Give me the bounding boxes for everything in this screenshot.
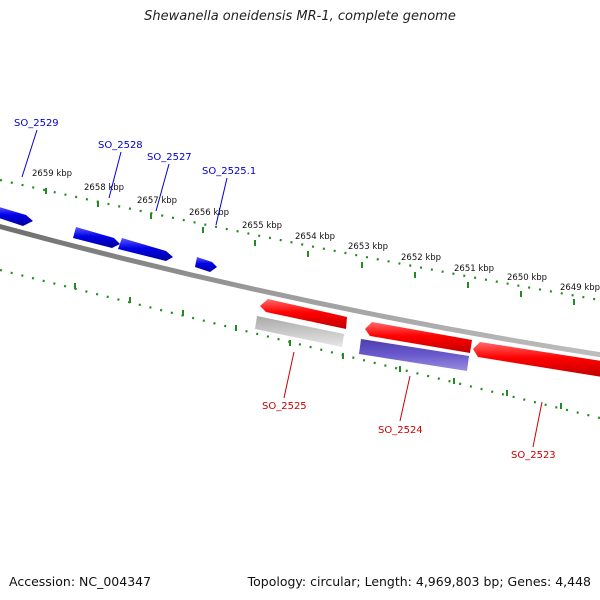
kbp-label: 2652 kbp — [401, 253, 441, 263]
genome-backbone — [0, 223, 600, 358]
kbp-label: 2658 kbp — [84, 183, 124, 193]
outer-major-ticks — [45, 188, 575, 305]
inner-ruler — [0, 268, 600, 420]
gene-arrow-so-2529[interactable] — [0, 206, 33, 226]
purple-feature[interactable] — [359, 339, 469, 371]
gene-label-so-2529[interactable]: SO_2529 — [14, 118, 59, 129]
outer-ruler — [0, 178, 600, 302]
gene-arrow-so-2524[interactable] — [365, 322, 472, 353]
label-leader — [399, 375, 411, 422]
gene-arrow-so-2523[interactable] — [473, 342, 600, 377]
kbp-label: 2659 kbp — [32, 169, 72, 179]
kbp-label: 2655 kbp — [242, 221, 282, 231]
gene-arrow-so-2525-1[interactable] — [195, 257, 217, 272]
gene-label-so-2525-1[interactable]: SO_2525.1 — [202, 166, 256, 177]
gray-feature[interactable] — [255, 316, 344, 347]
gene-label-so-2528[interactable]: SO_2528 — [98, 140, 143, 151]
label-leader — [21, 129, 38, 178]
gene-label-so-2523[interactable]: SO_2523 — [511, 450, 556, 461]
label-leader — [532, 401, 543, 448]
label-leader — [215, 177, 228, 226]
kbp-label: 2657 kbp — [137, 196, 177, 206]
label-leader — [155, 163, 170, 212]
kbp-label: 2651 kbp — [454, 264, 494, 274]
kbp-label: 2653 kbp — [348, 242, 388, 252]
gene-label-so-2527[interactable]: SO_2527 — [147, 152, 192, 163]
summary-text: Topology: circular; Length: 4,969,803 bp… — [247, 574, 591, 589]
kbp-label: 2654 kbp — [295, 232, 335, 242]
forward-genes — [0, 206, 217, 272]
kbp-label: 2650 kbp — [507, 273, 547, 283]
kbp-label: 2649 kbp — [560, 283, 600, 293]
accession-text: Accession: NC_004347 — [9, 574, 152, 589]
inner-major-ticks — [74, 283, 562, 409]
map-title: Shewanella oneidensis MR-1, complete gen… — [144, 9, 456, 24]
gene-arrow-so-2528[interactable] — [73, 227, 120, 248]
gene-label-so-2524[interactable]: SO_2524 — [378, 425, 423, 436]
label-leader — [283, 351, 295, 399]
reverse-genes — [260, 299, 600, 377]
gene-arrow-so-2525[interactable] — [260, 299, 347, 329]
gene-arrow-so-2527[interactable] — [118, 238, 173, 261]
gene-label-so-2525[interactable]: SO_2525 — [262, 401, 307, 412]
label-leader — [108, 151, 122, 199]
kbp-label: 2656 kbp — [189, 208, 229, 218]
